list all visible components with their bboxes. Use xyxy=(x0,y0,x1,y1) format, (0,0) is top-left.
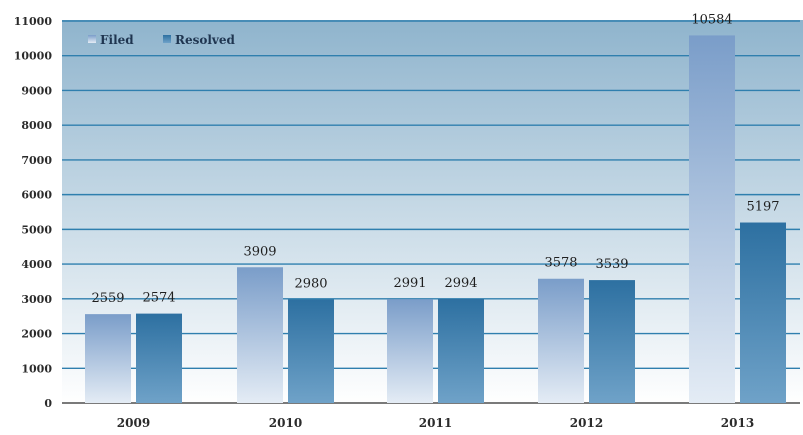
y-tick-label: 11000 xyxy=(14,15,53,28)
x-category-label: 2012 xyxy=(570,416,603,430)
y-tick-label: 5000 xyxy=(21,223,52,236)
x-category-label: 2013 xyxy=(721,416,754,430)
bar-filed xyxy=(538,278,584,403)
data-labels: 2559 2574 3909 2980 2991 2994 3578 3539 10584 519… xyxy=(91,12,779,306)
y-axis-ticks: 0 1000 2000 3000 4000 5000 6000 7000 8000 9000 100… xyxy=(14,15,53,410)
legend-swatch-filed xyxy=(88,35,96,43)
bar-filed xyxy=(85,314,131,403)
data-label-resolved: 2994 xyxy=(444,276,477,291)
data-label-filed: 2991 xyxy=(393,276,426,291)
bar-resolved xyxy=(740,222,786,403)
bar-filed xyxy=(387,299,433,403)
y-tick-label: 4000 xyxy=(21,258,52,271)
x-category-label: 2009 xyxy=(117,416,150,430)
legend-swatch-resolved xyxy=(163,35,171,43)
data-label-resolved: 5197 xyxy=(746,200,779,215)
y-tick-label: 10000 xyxy=(14,50,53,63)
y-tick-label: 9000 xyxy=(21,84,52,97)
bar-resolved xyxy=(288,299,334,403)
data-label-resolved: 2980 xyxy=(294,277,327,292)
bar-filed xyxy=(237,267,283,403)
data-label-resolved: 3539 xyxy=(595,257,628,272)
bar-filed xyxy=(689,35,735,404)
y-tick-label: 7000 xyxy=(21,154,52,167)
y-tick-label: 2000 xyxy=(21,328,52,341)
bar-resolved xyxy=(589,280,635,403)
legend: Filed Resolved xyxy=(88,33,236,47)
bar-resolved xyxy=(438,299,484,403)
data-label-filed: 2559 xyxy=(91,291,124,306)
data-label-filed: 3909 xyxy=(243,244,276,259)
bars xyxy=(85,35,786,404)
y-tick-label: 0 xyxy=(44,397,52,410)
data-label-resolved: 2574 xyxy=(142,291,175,306)
legend-label-filed: Filed xyxy=(100,33,134,47)
y-tick-label: 8000 xyxy=(21,119,52,132)
data-label-filed: 10584 xyxy=(691,12,732,27)
x-category-label: 2010 xyxy=(269,416,302,430)
bar-resolved xyxy=(136,313,182,403)
y-tick-label: 6000 xyxy=(21,189,52,202)
legend-label-resolved: Resolved xyxy=(175,33,236,47)
x-axis-categories: 2009 2010 2011 2012 2013 xyxy=(117,416,754,430)
y-tick-label: 1000 xyxy=(21,362,52,375)
data-label-filed: 3578 xyxy=(544,256,577,271)
x-category-label: 2011 xyxy=(419,416,452,430)
y-tick-label: 3000 xyxy=(21,293,52,306)
